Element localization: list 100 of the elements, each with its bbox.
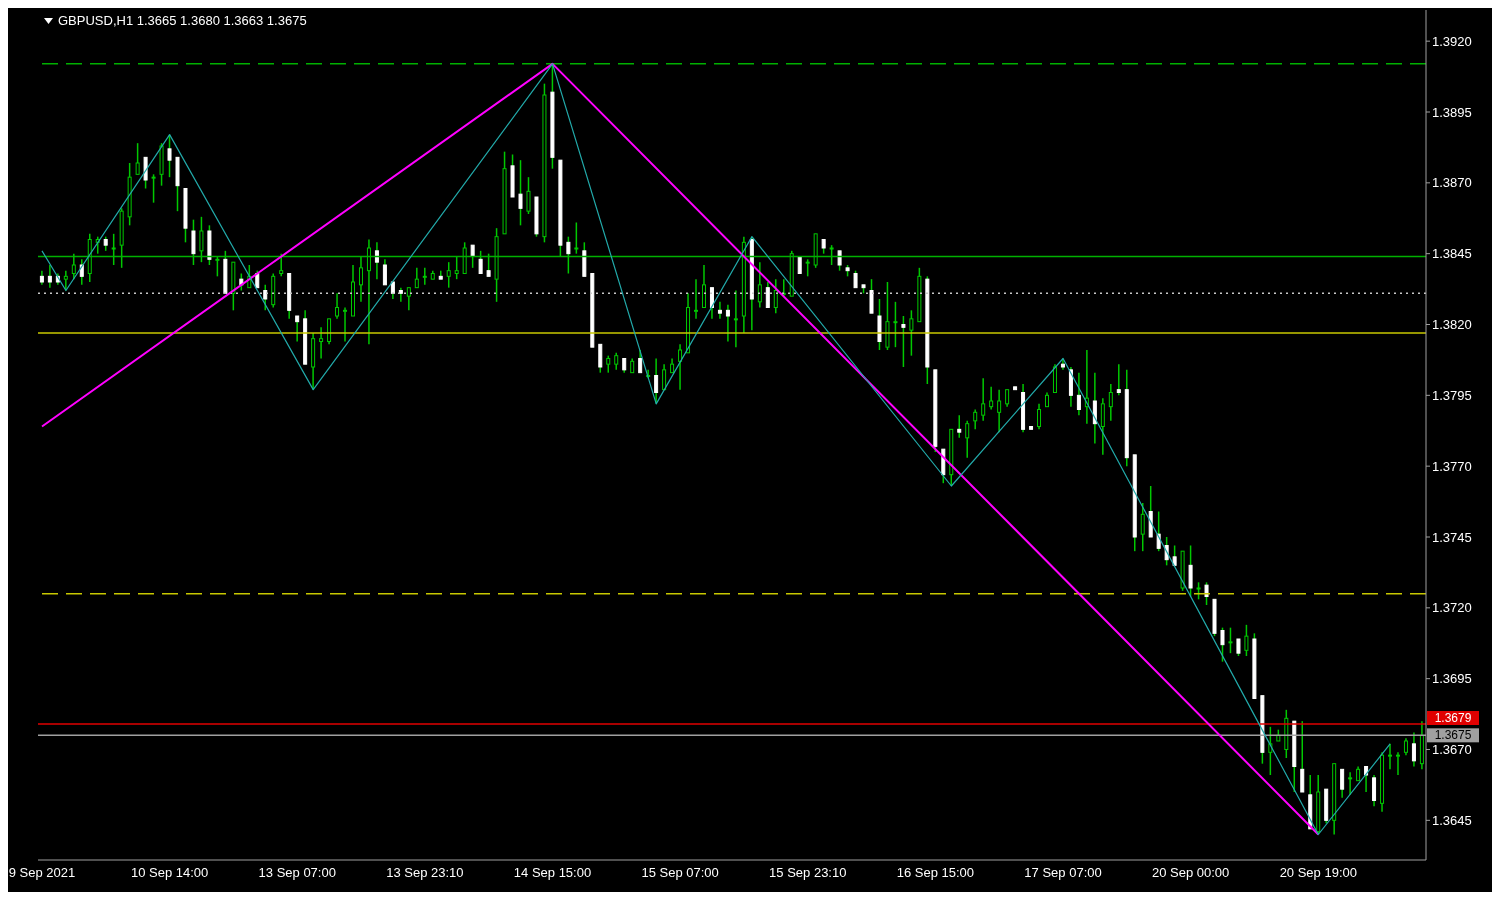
candlestick bbox=[151, 173, 156, 204]
y-tick-label: 1.3820 bbox=[1432, 317, 1472, 333]
candlestick bbox=[1076, 371, 1081, 416]
candlestick bbox=[1092, 371, 1097, 445]
candlestick bbox=[1300, 720, 1305, 793]
x-tick-label: 13 Sep 23:10 bbox=[386, 865, 464, 881]
y-tick-label: 1.3845 bbox=[1432, 246, 1472, 262]
candlestick bbox=[757, 261, 762, 309]
x-tick-label: 10 Sep 14:00 bbox=[130, 865, 209, 881]
candlestick bbox=[79, 258, 84, 286]
candlestick bbox=[1220, 626, 1225, 663]
candlestick bbox=[598, 343, 603, 374]
candlestick bbox=[47, 264, 52, 289]
candlestick bbox=[446, 261, 451, 289]
candlestick bbox=[263, 284, 268, 312]
candlestick bbox=[965, 420, 970, 459]
candlestick bbox=[765, 281, 770, 309]
candlestick bbox=[143, 156, 148, 190]
candlestick bbox=[1140, 502, 1145, 552]
candlestick bbox=[694, 278, 699, 320]
candlestick bbox=[1388, 743, 1393, 771]
candlestick bbox=[470, 244, 475, 269]
candlestick bbox=[662, 363, 667, 391]
candlestick bbox=[869, 278, 874, 314]
candlestick bbox=[773, 278, 778, 314]
candlestick bbox=[135, 142, 140, 176]
candlestick bbox=[725, 303, 730, 343]
candlestick bbox=[335, 292, 340, 320]
candlestick bbox=[717, 301, 722, 320]
y-tick-label: 1.3695 bbox=[1432, 671, 1472, 687]
candlestick bbox=[374, 241, 379, 280]
candlestick bbox=[422, 267, 427, 286]
candlestick bbox=[638, 349, 643, 374]
x-tick-label: 14 Sep 15:00 bbox=[513, 865, 592, 881]
candlestick bbox=[358, 255, 363, 303]
y-tick-label: 1.3795 bbox=[1432, 387, 1472, 403]
candlestick bbox=[893, 301, 898, 348]
candlestick bbox=[167, 133, 172, 178]
y-tick-label: 1.3770 bbox=[1432, 458, 1472, 474]
candlestick bbox=[997, 388, 1002, 433]
candlestick bbox=[957, 414, 962, 439]
candlestick bbox=[1411, 731, 1416, 768]
y-tick-label: 1.3720 bbox=[1432, 600, 1472, 616]
x-tick-label: 15 Sep 07:00 bbox=[641, 865, 719, 881]
x-tick-label: 13 Sep 07:00 bbox=[258, 865, 336, 881]
candlestick bbox=[406, 286, 411, 312]
candlestick bbox=[71, 252, 76, 280]
candlestick bbox=[1228, 626, 1233, 654]
candlestick bbox=[701, 264, 706, 309]
candlestick bbox=[654, 357, 659, 405]
candlestick bbox=[191, 218, 196, 266]
candlestick bbox=[1100, 397, 1105, 456]
candlestick bbox=[279, 252, 284, 278]
candlestick bbox=[526, 176, 531, 215]
x-tick-label: 20 Sep 00:00 bbox=[1152, 865, 1230, 881]
y-tick-label: 1.3870 bbox=[1432, 175, 1472, 191]
candlestick bbox=[63, 269, 68, 292]
candlestick bbox=[574, 221, 579, 255]
candlestick bbox=[478, 250, 483, 275]
y-tick-label: 1.3745 bbox=[1432, 529, 1472, 545]
candlestick bbox=[327, 318, 332, 346]
ref-line-label: 1.3679 bbox=[1434, 711, 1472, 725]
candlestick bbox=[1268, 726, 1273, 776]
candlestick bbox=[414, 267, 419, 289]
candlestick bbox=[1395, 751, 1400, 776]
candlestick bbox=[1348, 771, 1353, 796]
candlestick bbox=[215, 255, 220, 278]
candlestick bbox=[454, 255, 459, 280]
candlestick bbox=[981, 377, 986, 422]
candlestick bbox=[709, 286, 714, 320]
candlestick bbox=[1372, 774, 1377, 807]
x-tick-label: 15 Sep 23:10 bbox=[769, 865, 847, 881]
y-tick-label: 1.3670 bbox=[1432, 742, 1472, 758]
candlestick bbox=[678, 343, 683, 391]
candlestick bbox=[295, 315, 300, 343]
candlestick bbox=[1116, 363, 1121, 397]
candlestick bbox=[1037, 403, 1042, 431]
candlestick bbox=[1340, 768, 1345, 799]
candlestick bbox=[199, 216, 204, 263]
x-tick-label: 9 Sep 2021 bbox=[8, 865, 76, 881]
candlestick bbox=[973, 408, 978, 431]
candlestick bbox=[1108, 383, 1113, 422]
candlestick bbox=[566, 235, 571, 275]
y-tick-label: 1.3895 bbox=[1432, 104, 1472, 120]
candlestick bbox=[1244, 624, 1249, 657]
y-tick-label: 1.3645 bbox=[1432, 812, 1472, 828]
candlestick bbox=[901, 315, 906, 368]
chart-title: GBPUSD,H1 1.3665 1.3680 1.3663 1.3675 bbox=[58, 13, 307, 28]
x-tick-label: 20 Sep 19:00 bbox=[1279, 865, 1357, 881]
candlestick bbox=[518, 159, 523, 227]
candlestick bbox=[382, 258, 387, 286]
ref-line-label: 1.3675 bbox=[1434, 728, 1472, 743]
candlestick bbox=[398, 286, 403, 303]
candlestick bbox=[733, 289, 738, 348]
candlestick bbox=[909, 309, 914, 357]
candlestick bbox=[366, 238, 371, 346]
x-tick-label: 16 Sep 15:00 bbox=[896, 865, 975, 881]
candlestick bbox=[989, 386, 994, 411]
candlestick bbox=[486, 252, 491, 278]
candlestick bbox=[319, 326, 324, 360]
